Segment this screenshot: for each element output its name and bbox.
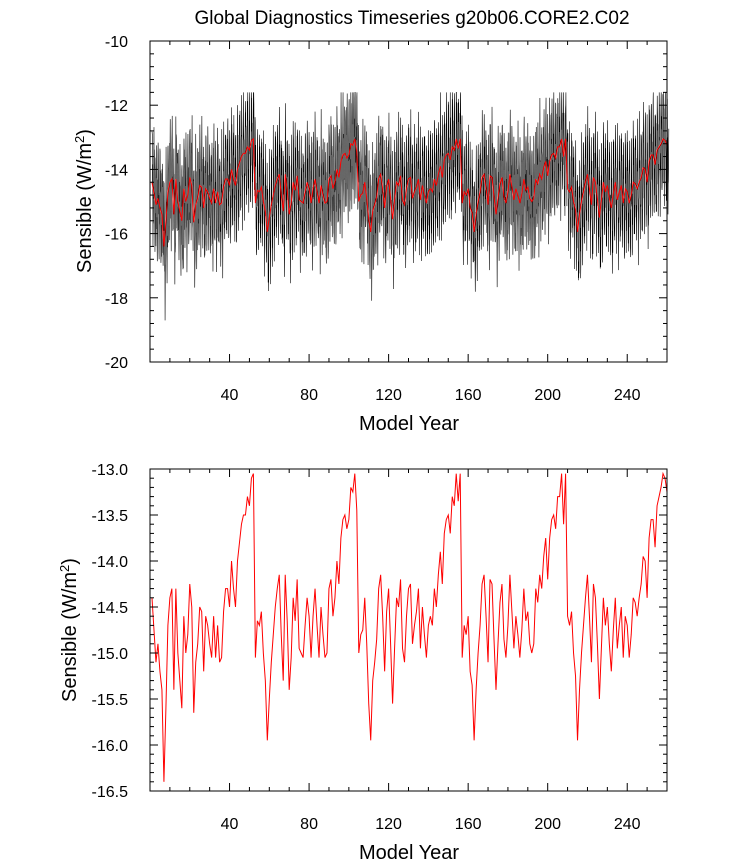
x-tick-label: 40 <box>221 387 239 404</box>
x-tick-label: 240 <box>614 387 641 404</box>
y-tick-label: -14 <box>105 162 128 179</box>
y-tick-label: -15.5 <box>92 692 129 709</box>
y-tick-label: -15.0 <box>92 646 129 663</box>
bottom-tick-layer: 40 80 120 160 200 240 -16.5 -16.0 -15.5 -15.0 -14.… <box>92 462 667 833</box>
x-tick-label: 160 <box>455 387 482 404</box>
bottom-plot-frame <box>149 468 668 792</box>
top-tick-layer: 40 80 120 160 200 240 -20 -18 -16 -14 -12 -10 <box>105 34 667 404</box>
top-data-layer <box>151 92 670 321</box>
bottom-y-axis-label: Sensible (W/m2) <box>57 558 82 702</box>
y-tick-label: -16.0 <box>92 738 129 755</box>
x-tick-label: 80 <box>300 387 318 404</box>
bottom-x-axis-label: Model Year <box>359 842 459 864</box>
x-tick-label: 160 <box>455 816 482 833</box>
x-tick-label: 120 <box>375 816 402 833</box>
x-tick-label: 80 <box>300 816 318 833</box>
x-tick-label: 240 <box>614 816 641 833</box>
y-tick-label: -16 <box>105 227 128 244</box>
y-tick-label: -16.5 <box>92 784 129 801</box>
x-tick-label: 120 <box>375 387 402 404</box>
monthly-series-line <box>151 92 670 321</box>
annual-series-line <box>151 471 668 782</box>
x-tick-label: 200 <box>534 816 561 833</box>
y-tick-label: -10 <box>105 34 128 51</box>
annual-series-line <box>151 137 668 247</box>
y-tick-label: -18 <box>105 291 128 308</box>
bottom-timeseries-panel: 40 80 120 160 200 240 -16.5 -16.0 -15.5 -15.0 -14.… <box>57 462 668 864</box>
x-tick-label: 200 <box>534 387 561 404</box>
top-timeseries-panel: 40 80 120 160 200 240 -20 -18 -16 -14 -12 -10 Model… <box>72 34 670 435</box>
y-tick-label: -14.0 <box>92 554 129 571</box>
top-x-axis-label: Model Year <box>359 413 459 435</box>
y-tick-label: -13.5 <box>92 508 129 525</box>
x-tick-label: 40 <box>221 816 239 833</box>
figure-title: Global Diagnostics Timeseries g20b06.COR… <box>194 8 629 29</box>
bottom-data-layer <box>151 471 668 782</box>
top-plot-frame <box>149 40 668 363</box>
y-tick-label: -20 <box>105 355 128 372</box>
y-tick-label: -14.5 <box>92 600 129 617</box>
y-tick-label: -12 <box>105 98 128 115</box>
top-y-axis-label: Sensible (W/m2) <box>72 129 97 273</box>
y-tick-label: -13.0 <box>92 462 129 479</box>
